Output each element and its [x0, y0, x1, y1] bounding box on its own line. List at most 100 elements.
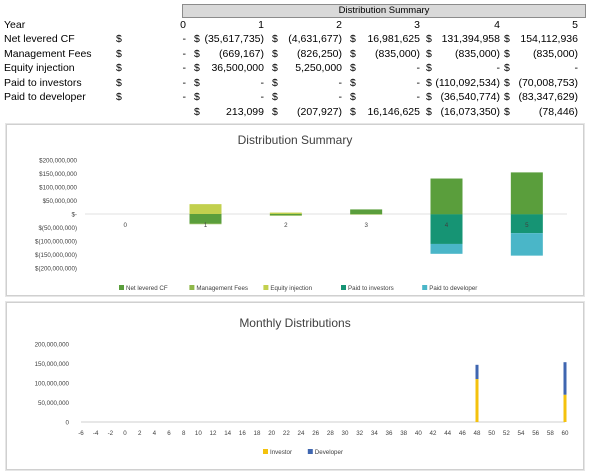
- legend-swatch: [307, 449, 313, 454]
- currency-symbol: $: [504, 62, 510, 74]
- table-cell-value: -: [338, 76, 343, 89]
- x-category-label: 3: [364, 222, 368, 229]
- x-tick-label: 42: [430, 430, 437, 437]
- x-tick-label: -2: [108, 430, 114, 437]
- currency-symbol: $: [194, 105, 200, 118]
- row-label: Net levered CF: [4, 33, 75, 45]
- table-row: Net levered CF $ - $ (35,617,735) $ (4,631,677…: [0, 32, 590, 46]
- bar-segment: [350, 214, 383, 215]
- legend-label: Net levered CF: [126, 285, 168, 292]
- table-cell-value: (110,092,534): [435, 76, 500, 89]
- currency-symbol: $: [272, 105, 278, 118]
- x-category-label: 4: [445, 222, 449, 229]
- chart-title: Monthly Distributions: [239, 316, 350, 330]
- bar-segment: [189, 223, 222, 225]
- table-cell-value: 36,500,000: [211, 62, 264, 74]
- x-tick-label: 12: [210, 430, 217, 437]
- currency-symbol: $: [426, 105, 432, 118]
- table-cell-value: -: [182, 62, 187, 74]
- header-year: 0: [180, 19, 186, 31]
- x-tick-label: 56: [532, 430, 539, 437]
- y-tick-label: 150,000,000: [35, 361, 70, 368]
- x-tick-label: 58: [547, 430, 554, 437]
- x-tick-label: 52: [503, 430, 510, 437]
- table-cell-value: 5,250,000: [295, 62, 342, 74]
- currency-symbol: $: [504, 33, 510, 45]
- x-tick-label: 24: [298, 430, 305, 437]
- y-tick-label: $(50,000,000): [38, 225, 77, 232]
- bar-segment: [510, 233, 543, 256]
- header-year: 3: [414, 19, 420, 31]
- x-category-label: 1: [204, 222, 208, 229]
- legend-label: Paid to investors: [348, 285, 394, 292]
- y-tick-label: $50,000,000: [43, 198, 78, 205]
- legend-swatch: [263, 285, 269, 290]
- y-tick-label: $(200,000,000): [35, 266, 77, 273]
- header-label: Year: [4, 19, 26, 31]
- bar-segment: [189, 204, 222, 214]
- currency-symbol: $: [350, 91, 356, 103]
- currency-symbol: $: [426, 47, 432, 60]
- x-tick-label: 8: [182, 430, 186, 437]
- legend-label: Investor: [270, 449, 292, 456]
- table-cell-value: 16,146,625: [367, 105, 420, 118]
- x-category-label: 2: [284, 222, 288, 229]
- currency-symbol: $: [194, 33, 200, 45]
- currency-symbol: $: [504, 47, 510, 60]
- x-tick-label: 2: [138, 430, 142, 437]
- currency-symbol: $: [116, 47, 122, 60]
- y-tick-label: $(150,000,000): [35, 252, 77, 259]
- currency-symbol: $: [350, 47, 356, 60]
- bar-segment: [475, 364, 479, 380]
- table-cell-value: -: [416, 76, 421, 89]
- table-cell-value: -: [416, 91, 421, 103]
- bar-segment: [269, 215, 302, 216]
- bar-segment: [350, 209, 383, 214]
- header-year: 2: [336, 19, 342, 31]
- x-tick-label: 20: [268, 430, 275, 437]
- bar-segment: [510, 214, 543, 234]
- table-cell-value: -: [574, 62, 579, 74]
- y-tick-label: $(100,000,000): [35, 239, 77, 246]
- legend-label: Equity injection: [270, 285, 312, 292]
- x-tick-label: 30: [342, 430, 349, 437]
- currency-symbol: $: [426, 76, 432, 89]
- x-tick-label: 40: [415, 430, 422, 437]
- legend-label: Paid to developer: [429, 285, 477, 292]
- x-tick-label: 34: [371, 430, 378, 437]
- currency-symbol: $: [194, 91, 200, 103]
- x-tick-label: 18: [254, 430, 261, 437]
- currency-symbol: $: [272, 47, 278, 60]
- currency-symbol: $: [116, 62, 122, 74]
- table-cell-value: (78,446): [538, 105, 578, 118]
- legend-swatch: [263, 449, 268, 454]
- distribution-summary-svg: Distribution Summary $200,000,000 $150,000…: [35, 133, 567, 292]
- y-tick-label: $-: [71, 212, 77, 219]
- legend-label: Management Fees: [196, 285, 248, 292]
- table-cell-value: -: [260, 91, 265, 103]
- chart-title: Distribution Summary: [238, 133, 353, 147]
- y-tick-label: 200,000,000: [35, 342, 70, 349]
- table-cell-value: -: [496, 62, 501, 74]
- bar-segment: [510, 172, 543, 214]
- table-cell-value: -: [182, 91, 187, 103]
- x-tick-label: 54: [518, 430, 525, 437]
- legend-swatch: [341, 285, 346, 290]
- currency-symbol: $: [426, 33, 432, 45]
- monthly-distributions-chart[interactable]: Monthly Distributions 200,000,000 150,000,…: [6, 302, 584, 470]
- table-cell-value: -: [182, 47, 187, 60]
- monthly-distributions-svg: Monthly Distributions 200,000,000 150,000,…: [35, 316, 569, 456]
- table-cell-value: (669,167): [219, 47, 264, 60]
- x-tick-label: 6: [167, 430, 171, 437]
- x-tick-label: 44: [444, 430, 451, 437]
- currency-symbol: $: [272, 76, 278, 89]
- table-cell-value: -: [338, 91, 343, 103]
- legend-swatch: [119, 285, 124, 290]
- currency-symbol: $: [272, 33, 278, 45]
- distribution-summary-chart[interactable]: Distribution Summary $200,000,000 $150,000…: [6, 124, 584, 296]
- currency-symbol: $: [504, 76, 510, 89]
- x-category-label: 0: [123, 222, 127, 229]
- table-cell-value: (826,250): [297, 47, 342, 60]
- table-header-row: Year 0 1 2 3 4 5: [0, 18, 590, 32]
- y-tick-label: 100,000,000: [35, 381, 70, 388]
